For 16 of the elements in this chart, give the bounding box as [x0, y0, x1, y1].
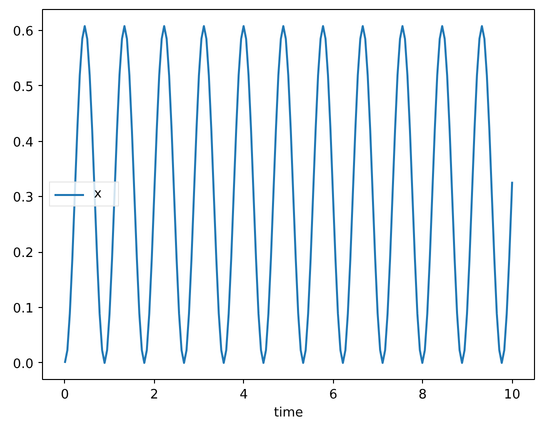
y-tick-label: 0.2 [12, 246, 34, 262]
y-tick-label: 0.3 [12, 190, 34, 206]
y-tick-label: 0.1 [12, 301, 34, 316]
y-tick-label: 0.0 [12, 356, 34, 372]
y-tick-label: 0.6 [12, 24, 34, 40]
legend-label: x [94, 186, 103, 202]
x-tick-label: 8 [418, 388, 427, 402]
x-tick-label: 2 [150, 388, 158, 402]
x-axis-title: time [274, 406, 304, 420]
x-tick-label: 6 [329, 388, 338, 402]
y-tick-label: 0.5 [12, 80, 34, 95]
line-series [64, 25, 514, 364]
x-tick-label: 10 [504, 388, 520, 402]
x-tick-label: 4 [240, 388, 248, 402]
x-tick-label: 0 [60, 388, 70, 402]
y-tick-label: 0.4 [12, 135, 34, 150]
